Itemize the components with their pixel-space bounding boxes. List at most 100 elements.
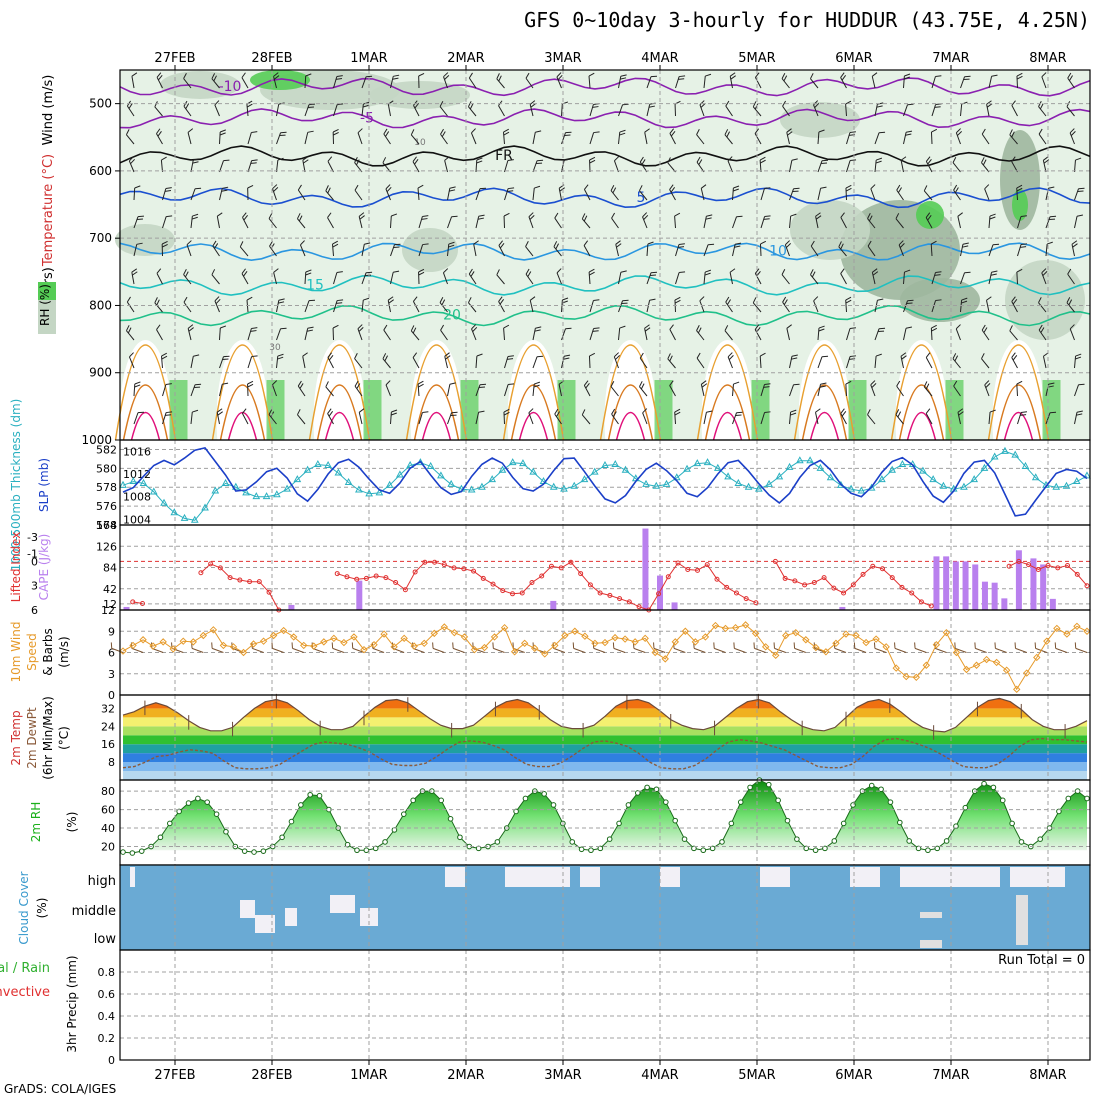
y-axis-label: 2m DewPt xyxy=(25,707,39,769)
rh-point xyxy=(299,803,304,808)
rh-point xyxy=(748,785,753,790)
y-axis-label: (%) xyxy=(65,812,79,833)
thickness-point xyxy=(776,473,782,479)
y-tick-label: 8 xyxy=(108,756,115,769)
y-tick-label: 0 xyxy=(108,689,115,702)
cloud-high-clear xyxy=(505,867,570,887)
rh-point xyxy=(570,840,575,845)
rh-point xyxy=(205,800,210,805)
thickness-point xyxy=(602,462,608,468)
thickness-point xyxy=(664,481,670,487)
y-tick-label: 600 xyxy=(89,164,112,178)
y-tick-label: 168 xyxy=(96,519,117,532)
y-tick-label: 24 xyxy=(101,720,115,733)
y-tick-label: 40 xyxy=(101,822,115,835)
thickness-point xyxy=(961,484,967,490)
x-tick-label-top: 1MAR xyxy=(350,51,387,66)
wind-barb xyxy=(931,132,932,144)
wind-barb-feather xyxy=(165,415,171,416)
wind-barb xyxy=(995,648,1006,652)
y-tick-label: 500 xyxy=(89,97,112,111)
wind-barb-feather xyxy=(679,272,685,273)
wind-barb xyxy=(634,648,645,652)
wind-barb-feather xyxy=(337,300,343,301)
wind-barb xyxy=(192,648,203,652)
cape-bar xyxy=(943,556,949,610)
wind-barb xyxy=(212,648,223,652)
y-axis-label: Speed xyxy=(25,633,39,671)
rh-point xyxy=(785,818,790,823)
rh-contour-label: 30 xyxy=(269,343,281,353)
temperature-contour-label: 10 xyxy=(769,244,787,260)
rh-point xyxy=(617,821,622,826)
y-axis-label: RH (%) xyxy=(38,284,52,326)
y-tick-label: 800 xyxy=(89,298,112,312)
y-axis-label: 3hr Precip (mm) xyxy=(65,955,79,1052)
y-tick-label: 6 xyxy=(31,604,38,617)
y-axis-label: 2m Temp xyxy=(9,710,23,765)
rh-point xyxy=(813,848,818,853)
wind-barb-feather xyxy=(336,303,342,304)
cloud-high-clear xyxy=(660,867,680,887)
rh-point xyxy=(645,785,650,790)
y-axis-label: SLP (mb) xyxy=(37,458,51,512)
wind-barb xyxy=(1017,272,1018,284)
thickness-point xyxy=(171,509,177,515)
rh-point xyxy=(579,847,584,852)
temperature-band xyxy=(120,699,1090,708)
y-axis-label: (6hr Min/Max) xyxy=(41,696,55,780)
y-tick-label: 20 xyxy=(101,841,115,854)
wind-barb-feather xyxy=(166,216,172,217)
y-tick-label: 9 xyxy=(108,625,115,638)
x-tick-label-top: 8MAR xyxy=(1029,51,1066,66)
x-tick-label-bottom: 27FEB xyxy=(154,1068,195,1083)
y-tick-label: 32 xyxy=(101,702,115,715)
wind-barb-feather xyxy=(593,331,599,332)
rh-point xyxy=(121,850,126,855)
y-tick-label: 126 xyxy=(96,540,117,553)
wind-barb xyxy=(915,648,926,652)
rh-point xyxy=(832,839,837,844)
y-tick-label: 16 xyxy=(101,738,115,751)
rh-point xyxy=(673,818,678,823)
wind-barb-feather xyxy=(423,244,429,245)
wind-barb xyxy=(675,300,676,312)
wind-barb xyxy=(795,648,806,652)
rh-point xyxy=(196,796,201,801)
wind-barb xyxy=(493,648,504,652)
y-axis-label: (%) xyxy=(35,898,49,919)
rh-contour-label: 10 xyxy=(414,138,426,148)
cloud-high-clear xyxy=(580,867,600,887)
rh-point xyxy=(411,798,416,803)
rh-point xyxy=(542,792,547,797)
temperature-band xyxy=(120,771,1090,780)
wind-barb xyxy=(292,648,303,652)
wind-barb xyxy=(674,648,685,652)
wind-barb xyxy=(1056,648,1067,652)
wind-barb-feather xyxy=(223,160,229,161)
rh-shading-blob xyxy=(250,70,310,90)
wind-barb xyxy=(614,648,625,652)
wind-barb-feather xyxy=(138,216,144,217)
rh-point xyxy=(308,792,313,797)
cloud-high-clear xyxy=(760,867,790,887)
wind-barb xyxy=(835,648,846,652)
wind-barb xyxy=(554,648,565,652)
lifted-index-line xyxy=(337,562,756,610)
x-tick-label-top: 2MAR xyxy=(447,51,484,66)
wind-barb xyxy=(895,648,906,652)
wind-barb xyxy=(272,648,283,652)
rh-point xyxy=(224,829,229,834)
y-axis-label: Lifted Index xyxy=(9,532,23,603)
wind-barb xyxy=(305,76,306,88)
temperature-band xyxy=(120,753,1090,762)
rh-point xyxy=(280,835,285,840)
lifted-index-line xyxy=(201,564,279,610)
thickness-point xyxy=(479,484,485,490)
y-tick-label: 1012 xyxy=(123,468,151,481)
rh-point xyxy=(1010,821,1015,826)
rh-point xyxy=(795,837,800,842)
rh-point xyxy=(926,848,931,853)
y-tick-label: 0.2 xyxy=(98,1032,116,1045)
cloud-low-fraction xyxy=(920,940,942,948)
